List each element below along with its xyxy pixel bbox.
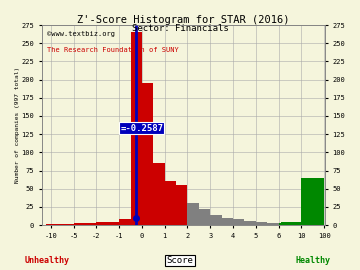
Bar	[210, 215, 222, 225]
Bar	[279, 223, 282, 225]
Text: Sector: Financials: Sector: Financials	[132, 24, 228, 33]
Bar	[233, 219, 244, 225]
Bar	[46, 224, 51, 225]
Text: ©www.textbiz.org: ©www.textbiz.org	[48, 31, 116, 37]
Bar	[222, 218, 233, 225]
Bar	[165, 181, 176, 225]
Text: Unhealthy: Unhealthy	[24, 256, 69, 265]
Title: Z'-Score Histogram for STAR (2016): Z'-Score Histogram for STAR (2016)	[77, 15, 289, 25]
Bar	[244, 221, 256, 225]
Bar	[96, 221, 119, 225]
Bar	[131, 32, 142, 225]
Bar	[51, 224, 74, 225]
Bar	[267, 223, 279, 225]
Bar	[153, 163, 165, 225]
Text: =-0.2587: =-0.2587	[120, 124, 163, 133]
Y-axis label: Number of companies (997 total): Number of companies (997 total)	[15, 67, 20, 183]
Text: Healthy: Healthy	[296, 256, 331, 265]
Bar	[74, 223, 96, 225]
Bar	[119, 219, 131, 225]
Text: Score: Score	[167, 256, 193, 265]
Bar	[176, 185, 188, 225]
Bar	[282, 221, 301, 225]
Bar	[301, 178, 324, 225]
Bar	[142, 83, 153, 225]
Bar	[199, 209, 210, 225]
Bar	[188, 203, 199, 225]
Text: The Research Foundation of SUNY: The Research Foundation of SUNY	[48, 47, 179, 53]
Bar	[256, 222, 267, 225]
